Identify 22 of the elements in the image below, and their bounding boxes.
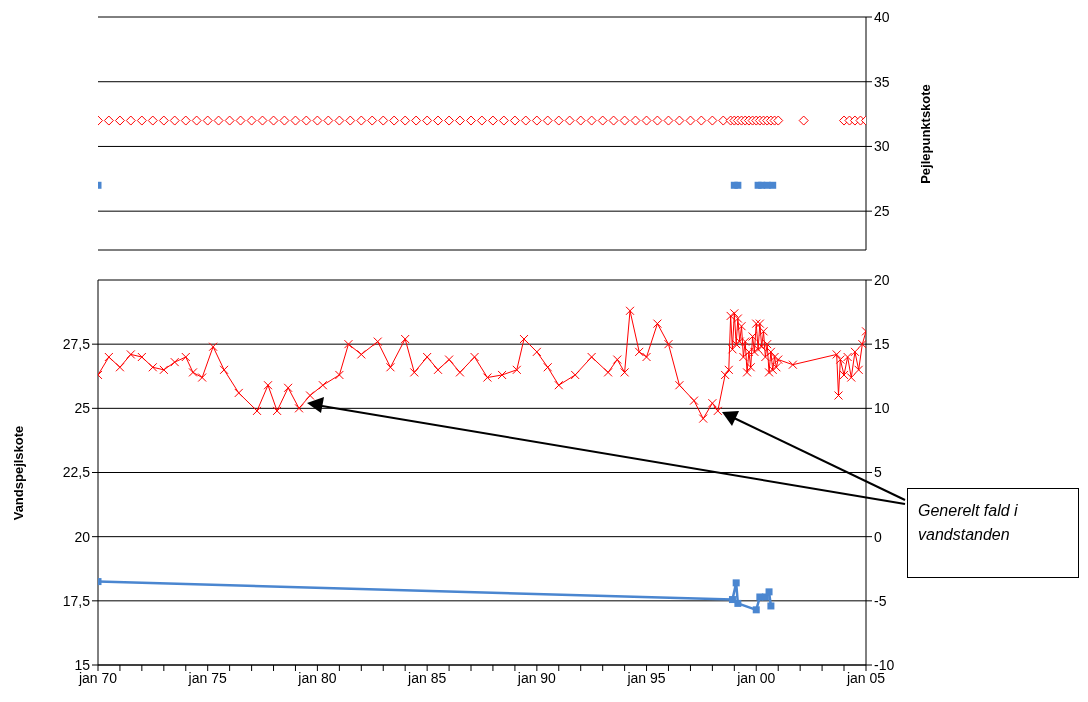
y-axis-title: Pejlepunktskote [917,83,933,184]
y-tick-label: 17,5 [62,592,91,609]
y2-tick-label: 0 [874,528,882,545]
y2-tick-label: -5 [874,592,887,609]
text: Generelt fald i vandstanden [907,488,1079,578]
y-tick-label: 22,5 [62,464,91,481]
y2-tick-label: 10 [874,400,890,417]
x-tick-label: jan 00 [736,669,776,686]
y-axis-title: Vandspejlskote [10,425,26,520]
y-tick-label: 40 [874,8,890,25]
x-tick-label: jan 95 [626,669,666,686]
y-tick-label: 35 [874,73,890,90]
x-tick-label: jan 75 [187,669,227,686]
x-tick-label: jan 85 [407,669,447,686]
x-tick-label: jan 80 [297,669,337,686]
y-tick-label: 30 [874,138,890,155]
y-tick-label: 25 [74,400,91,417]
y-tick-label: 27,5 [62,336,91,353]
x-tick-label: jan 90 [516,669,557,686]
y-tick-label: 20 [74,528,91,545]
y2-tick-label: 5 [874,464,882,481]
y-tick-label: 25 [874,203,890,220]
